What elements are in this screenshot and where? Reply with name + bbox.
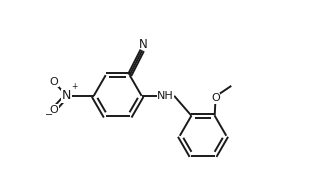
Text: +: + [71, 82, 77, 91]
Text: N: N [62, 89, 71, 102]
Text: NH: NH [157, 91, 174, 101]
Text: −: − [45, 110, 53, 120]
Text: N: N [139, 38, 148, 51]
Text: O: O [50, 77, 58, 87]
Text: O: O [50, 105, 58, 115]
Text: O: O [211, 93, 220, 103]
